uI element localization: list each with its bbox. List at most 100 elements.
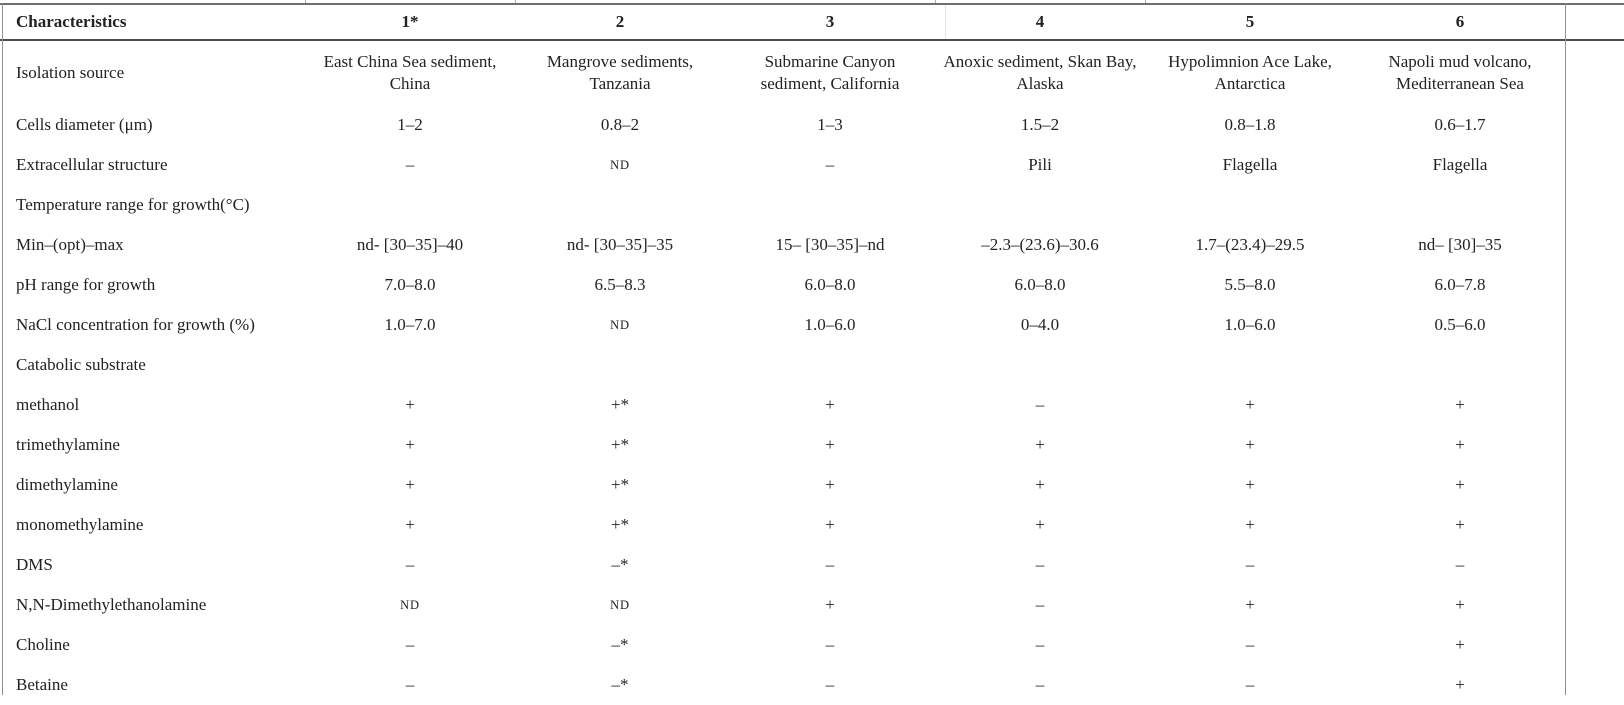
cell-value: ND: [610, 158, 630, 172]
cell-value: 5.5–8.0: [1224, 275, 1276, 294]
section-row: Temperature range for growth(°C): [2, 185, 1565, 225]
cell-value: +: [1035, 475, 1045, 494]
table-row: DMS – –* – – – –: [2, 545, 1565, 585]
column-header-5: 5: [1245, 12, 1255, 31]
row-label: methanol: [16, 395, 80, 414]
cell-value: nd– [30]–35: [1418, 235, 1502, 254]
cell-value: 6.5–8.3: [594, 275, 646, 294]
cell-value: ND: [400, 598, 420, 612]
cell-value: [1145, 345, 1355, 385]
cell-value: Submarine Canyon sediment, California: [760, 52, 900, 93]
cell-value: +: [1035, 435, 1045, 454]
table-row: monomethylamine + +* + + + +: [2, 505, 1565, 545]
cell-value: –: [405, 635, 415, 654]
table-row: Isolation source East China Sea sediment,…: [2, 41, 1565, 105]
row-label: NaCl concentration for growth (%): [16, 315, 255, 334]
cell-value: +: [825, 475, 835, 494]
column-rule-remnant: [945, 5, 946, 39]
table-row: methanol + +* + – + +: [2, 385, 1565, 425]
table-right-border: [1565, 3, 1566, 695]
column-rule-remnant: [1145, 0, 1146, 3]
column-rule-remnant: [935, 0, 936, 3]
table-row: Extracellular structure – ND – Pili Flagella F…: [2, 145, 1565, 185]
cell-value: –: [1245, 675, 1255, 694]
cell-value: +: [1245, 595, 1255, 614]
table-row: Choline – –* – – – +: [2, 625, 1565, 665]
cell-value: –*: [611, 635, 629, 654]
table-top-rule: [0, 3, 1624, 5]
cell-value: +*: [610, 475, 630, 494]
cell-value: 0.5–6.0: [1434, 315, 1486, 334]
row-label: Extracellular structure: [16, 155, 168, 174]
cell-value: Flagella: [1222, 155, 1278, 174]
cell-value: –: [405, 155, 415, 174]
cell-value: +: [1245, 515, 1255, 534]
cell-value: [305, 345, 515, 385]
cell-value: –: [1035, 635, 1045, 654]
cell-value: 0.8–1.8: [1224, 115, 1276, 134]
cell-value: +: [1035, 515, 1045, 534]
cell-value: 1–3: [817, 115, 843, 134]
table-left-border: [2, 3, 3, 695]
cell-value: Napoli mud volcano, Mediterranean Sea: [1388, 52, 1532, 93]
cell-value: 0–4.0: [1020, 315, 1060, 334]
section-row: Catabolic substrate: [2, 345, 1565, 385]
cell-value: –*: [611, 555, 629, 574]
cell-value: 1.0–7.0: [384, 315, 436, 334]
cell-value: [515, 185, 725, 225]
characteristics-table-body: Isolation source East China Sea sediment,…: [2, 41, 1565, 705]
cell-value: +: [405, 435, 415, 454]
cell-value: –: [825, 155, 835, 174]
cell-value: –*: [611, 675, 629, 694]
cell-value: –: [1245, 635, 1255, 654]
cell-value: +: [1455, 515, 1465, 534]
cell-value: Mangrove sediments, Tanzania: [546, 52, 694, 93]
row-label: N,N-Dimethylethanolamine: [16, 595, 207, 614]
row-label: Catabolic substrate: [16, 355, 146, 374]
row-label: Betaine: [16, 675, 68, 694]
cell-value: +: [405, 395, 415, 414]
cell-value: 6.0–8.0: [1014, 275, 1066, 294]
cell-value: +*: [610, 515, 630, 534]
row-label: Cells diameter (μm): [16, 115, 153, 134]
table-row: trimethylamine + +* + + + +: [2, 425, 1565, 465]
cell-value: –: [405, 675, 415, 694]
cell-value: ND: [610, 318, 630, 332]
cell-value: [515, 345, 725, 385]
cell-value: 0.6–1.7: [1434, 115, 1486, 134]
table-row: pH range for growth 7.0–8.0 6.5–8.3 6.0–8.0…: [2, 265, 1565, 305]
cell-value: [725, 185, 935, 225]
characteristics-table-header: Characteristics 1* 2 3 4 5 6: [2, 5, 1565, 39]
cell-value: 1.0–6.0: [804, 315, 856, 334]
cell-value: [1145, 185, 1355, 225]
cell-value: +: [825, 595, 835, 614]
cell-value: +: [825, 395, 835, 414]
cell-value: nd- [30–35]–35: [566, 235, 674, 254]
table-row: N,N-Dimethylethanolamine ND ND + – + +: [2, 585, 1565, 625]
cell-value: 1–2: [397, 115, 423, 134]
table-row: Betaine – –* – – – +: [2, 665, 1565, 705]
cell-value: 6.0–7.8: [1434, 275, 1486, 294]
header-separator-rule: [0, 39, 1624, 41]
cell-value: 1.5–2: [1020, 115, 1060, 134]
cell-value: [935, 185, 1145, 225]
column-header-2: 2: [615, 12, 625, 31]
cell-value: –: [405, 555, 415, 574]
cell-value: –: [1455, 555, 1465, 574]
column-header-3: 3: [825, 12, 835, 31]
cell-value: –: [825, 675, 835, 694]
column-header-1: 1*: [401, 12, 419, 31]
cell-value: [935, 345, 1145, 385]
cell-value: –: [1035, 675, 1045, 694]
cell-value: Flagella: [1432, 155, 1488, 174]
cell-value: –: [1035, 555, 1045, 574]
column-header-6: 6: [1455, 12, 1465, 31]
table-row: Min–(opt)–max nd- [30–35]–40 nd- [30–35]–3…: [2, 225, 1565, 265]
table-row: NaCl concentration for growth (%) 1.0–7.0…: [2, 305, 1565, 345]
cell-value: 1.0–6.0: [1224, 315, 1276, 334]
cell-value: +: [405, 515, 415, 534]
cell-value: +: [1455, 675, 1465, 694]
cell-value: ND: [610, 598, 630, 612]
cell-value: +: [1455, 435, 1465, 454]
column-rule-remnant: [515, 0, 516, 3]
